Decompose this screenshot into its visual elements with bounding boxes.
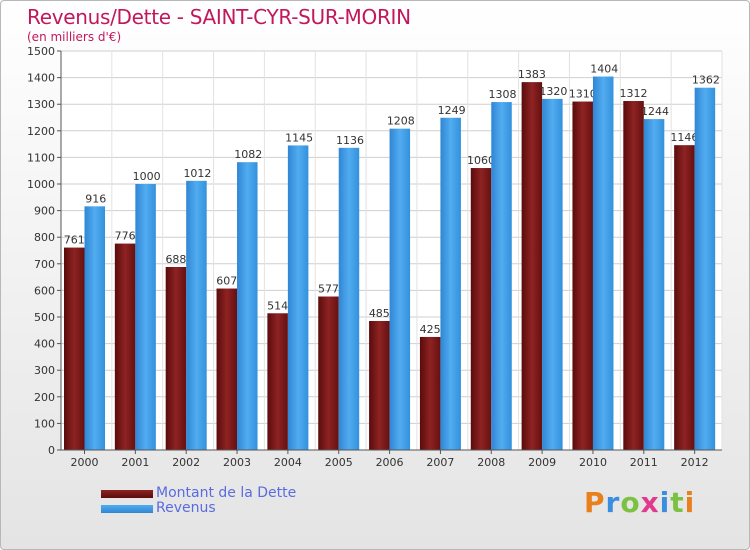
bar-dette xyxy=(623,101,644,451)
bar-revenus xyxy=(186,180,207,451)
x-tick-label: 2011 xyxy=(630,456,658,469)
bar-dette xyxy=(674,145,695,450)
data-label-revenus: 1244 xyxy=(641,105,669,118)
bar-dette xyxy=(470,168,492,451)
bar-revenus xyxy=(694,87,716,450)
legend-label-revenus: Revenus xyxy=(156,500,216,516)
x-tick-label: 2007 xyxy=(426,456,454,469)
bar-revenus xyxy=(389,128,411,450)
logo-letter: r xyxy=(605,486,621,519)
bar-revenus xyxy=(287,145,309,450)
y-tick-label: 1200 xyxy=(27,125,55,138)
logo-letter: i xyxy=(659,486,671,519)
legend-swatch-dette xyxy=(101,490,153,498)
bar-dette xyxy=(572,101,593,450)
data-label-revenus: 1249 xyxy=(438,104,466,117)
x-tick-label: 2010 xyxy=(579,456,607,469)
bar-revenus xyxy=(84,206,105,450)
x-tick-label: 2000 xyxy=(71,456,99,469)
y-tick-label: 700 xyxy=(34,258,55,271)
bar-dette xyxy=(165,266,187,450)
data-label-revenus: 1208 xyxy=(387,115,415,128)
x-tick-label: 2004 xyxy=(274,456,302,469)
data-label-dette: 1383 xyxy=(518,68,546,81)
data-label-dette: 1146 xyxy=(670,131,698,144)
x-tick-label: 2002 xyxy=(172,456,200,469)
data-label-dette: 1310 xyxy=(569,88,597,101)
y-tick-label: 900 xyxy=(34,205,55,218)
x-tick-label: 2012 xyxy=(681,456,709,469)
legend-swatch-revenus xyxy=(101,505,153,513)
data-label-dette: 1060 xyxy=(467,154,495,167)
y-tick-label: 800 xyxy=(34,231,55,244)
x-tick-label: 2009 xyxy=(528,456,556,469)
data-label-revenus: 1320 xyxy=(539,85,567,98)
y-tick-label: 0 xyxy=(48,444,55,457)
bar-dette xyxy=(419,336,441,450)
data-label-revenus: 1000 xyxy=(133,170,161,183)
y-tick-label: 100 xyxy=(34,417,55,430)
bar-revenus xyxy=(135,184,156,450)
data-label-revenus: 1308 xyxy=(489,88,517,101)
x-tick-label: 2005 xyxy=(325,456,353,469)
x-tick-label: 2006 xyxy=(376,456,404,469)
bar-revenus xyxy=(491,102,512,451)
chart-title: Revenus/Dette - SAINT-CYR-SUR-MORIN xyxy=(27,5,411,29)
data-label-dette: 776 xyxy=(115,230,136,243)
data-label-revenus: 1362 xyxy=(692,74,720,87)
x-tick-label: 2001 xyxy=(121,456,149,469)
data-label-revenus: 1145 xyxy=(285,131,313,144)
bar-revenus xyxy=(338,147,360,450)
logo-letter: o xyxy=(620,486,641,519)
logo-letter: P xyxy=(584,486,606,519)
x-tick-label: 2008 xyxy=(477,456,505,469)
x-tick-label: 2003 xyxy=(223,456,251,469)
bar-dette xyxy=(216,288,238,450)
y-tick-label: 400 xyxy=(34,338,55,351)
logo-letter: t xyxy=(670,486,685,519)
bar-dette xyxy=(521,82,543,450)
data-label-dette: 688 xyxy=(165,253,186,266)
logo-letter: i xyxy=(684,486,696,519)
data-label-dette: 425 xyxy=(420,323,441,336)
data-label-dette: 514 xyxy=(267,299,288,312)
bar-dette xyxy=(64,247,85,450)
bar-dette xyxy=(114,243,136,450)
bar-dette xyxy=(318,296,339,450)
bar-revenus xyxy=(643,119,665,450)
y-tick-label: 1000 xyxy=(27,178,55,191)
y-tick-label: 1500 xyxy=(27,45,55,58)
bar-revenus xyxy=(237,162,258,451)
chart-subtitle: (en milliers d'€) xyxy=(27,30,122,44)
legend-label-dette: Montant de la Dette xyxy=(156,485,297,501)
bar-revenus xyxy=(542,98,563,450)
data-label-dette: 761 xyxy=(64,234,85,247)
bar-revenus xyxy=(440,117,461,451)
data-label-dette: 577 xyxy=(318,283,339,296)
data-label-dette: 485 xyxy=(369,307,390,320)
y-tick-label: 1100 xyxy=(27,151,55,164)
bar-dette xyxy=(369,320,390,450)
logo-letter: x xyxy=(640,486,660,519)
data-label-revenus: 1082 xyxy=(234,148,262,161)
y-tick-label: 300 xyxy=(34,364,55,377)
data-label-revenus: 1136 xyxy=(336,134,364,147)
bar-dette xyxy=(267,313,288,450)
y-tick-label: 1300 xyxy=(27,98,55,111)
y-tick-label: 1400 xyxy=(27,72,55,85)
y-tick-label: 500 xyxy=(34,311,55,324)
data-label-revenus: 916 xyxy=(85,192,106,205)
data-label-revenus: 1012 xyxy=(183,167,211,180)
data-label-revenus: 1404 xyxy=(590,63,618,76)
y-tick-label: 600 xyxy=(34,284,55,297)
bar-revenus xyxy=(592,76,614,450)
data-label-dette: 607 xyxy=(216,275,237,288)
y-tick-label: 200 xyxy=(34,391,55,404)
proxiti-logo: Proxiti xyxy=(584,486,695,519)
data-label-dette: 1312 xyxy=(620,87,648,100)
